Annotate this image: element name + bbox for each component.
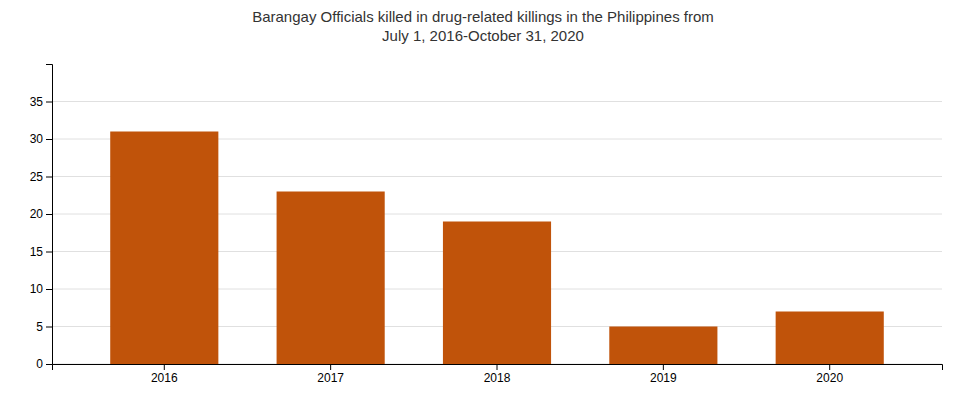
y-tick-label: 35: [30, 95, 44, 109]
y-tick: 25: [30, 170, 52, 184]
x-tick-mark: [497, 364, 498, 370]
y-tick-mark: [46, 214, 52, 215]
grid-line: [52, 101, 942, 102]
x-axis-line: [53, 365, 943, 371]
bar: [609, 327, 717, 365]
y-tick: 20: [30, 207, 52, 221]
chart-svg: Barangay Officials killed in drug-relate…: [0, 0, 966, 400]
bars: [110, 132, 884, 365]
y-tick: 35: [30, 95, 52, 109]
grid: [52, 102, 942, 365]
y-tick: 0: [36, 357, 52, 371]
y-tick-mark: [46, 289, 52, 290]
x-tick-label: 2020: [816, 371, 843, 385]
y-axis-line: [46, 65, 53, 365]
x-tick: 2017: [317, 364, 344, 385]
bar: [277, 192, 385, 365]
bar: [443, 222, 551, 365]
chart-title: Barangay Officials killed in drug-relate…: [252, 8, 714, 44]
bar: [110, 132, 218, 365]
y-tick-label: 5: [36, 320, 43, 334]
y-tick: 5: [36, 320, 52, 334]
x-tick-mark: [330, 364, 331, 370]
x-tick-label: 2018: [484, 371, 511, 385]
y-tick-label: 30: [30, 132, 44, 146]
y-tick-label: 15: [30, 245, 44, 259]
y-axis: 0 5 10 15 20 25 30 35: [30, 65, 53, 372]
x-tick-label: 2016: [151, 371, 178, 385]
y-tick-mark: [46, 139, 52, 140]
bar: [776, 312, 884, 365]
title-line: July 1, 2016-October 31, 2020: [382, 27, 584, 44]
x-axis: 2016 2017 2018 2019 2020: [53, 364, 943, 385]
y-tick-label: 10: [30, 282, 44, 296]
x-tick: 2018: [484, 364, 511, 385]
y-tick-label: 25: [30, 170, 44, 184]
y-tick-label: 0: [36, 357, 43, 371]
y-tick: 15: [30, 245, 52, 259]
y-tick-label: 20: [30, 207, 44, 221]
x-tick-mark: [164, 364, 165, 370]
plot-area: 0 5 10 15 20 25 30 35 2016 2017 2018 2019 2020: [30, 65, 943, 385]
x-tick-mark: [829, 364, 830, 370]
x-tick: 2020: [816, 364, 843, 385]
x-tick-label: 2017: [317, 371, 344, 385]
y-tick-mark: [46, 252, 52, 253]
y-tick: 30: [30, 132, 52, 146]
x-tick: 2016: [151, 364, 178, 385]
x-tick-label: 2019: [650, 371, 677, 385]
y-tick-mark: [46, 177, 52, 178]
title-line: Barangay Officials killed in drug-relate…: [252, 8, 714, 25]
y-tick: 10: [30, 282, 52, 296]
x-tick-mark: [663, 364, 664, 370]
x-tick: 2019: [650, 364, 677, 385]
y-tick-mark: [46, 364, 52, 365]
y-tick-mark: [46, 327, 52, 328]
y-tick-mark: [46, 102, 52, 103]
